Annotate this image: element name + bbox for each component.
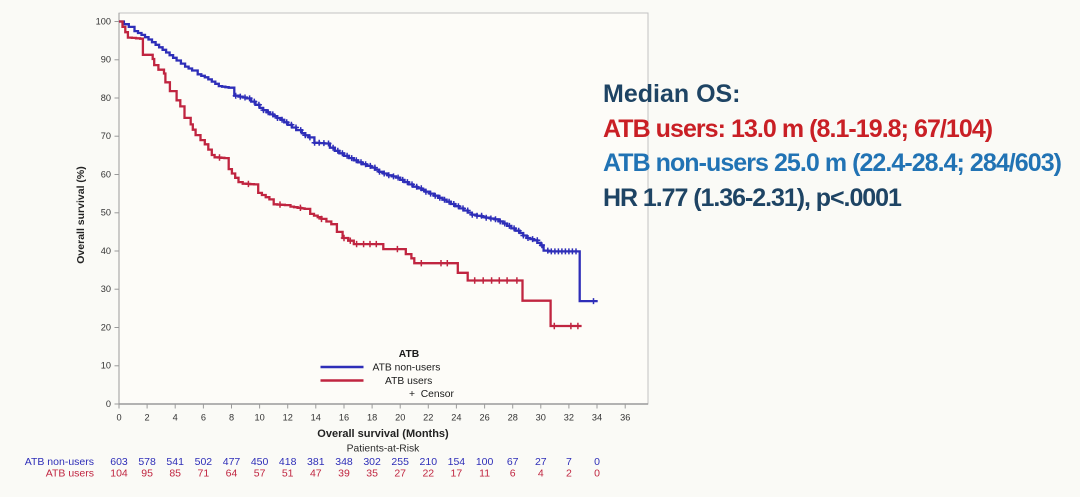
svg-text:24: 24 — [451, 413, 461, 423]
svg-text:603: 603 — [110, 456, 128, 468]
svg-text:95: 95 — [141, 468, 153, 480]
svg-text:ATB users: ATB users — [385, 376, 432, 387]
svg-text:541: 541 — [166, 456, 184, 468]
svg-text:90: 90 — [101, 55, 111, 65]
svg-text:ATB non-users: ATB non-users — [25, 456, 94, 468]
svg-text:22: 22 — [423, 413, 433, 423]
svg-text:27: 27 — [535, 456, 547, 468]
svg-text:20: 20 — [101, 322, 111, 332]
svg-text:302: 302 — [363, 456, 381, 468]
svg-text:0: 0 — [594, 456, 600, 468]
svg-text:67: 67 — [507, 456, 519, 468]
svg-text:70: 70 — [101, 131, 111, 141]
svg-text:7: 7 — [566, 456, 572, 468]
svg-text:+ Censor: + Censor — [409, 389, 454, 400]
svg-text:28: 28 — [508, 413, 518, 423]
svg-text:11: 11 — [479, 468, 490, 480]
svg-text:36: 36 — [620, 413, 630, 423]
svg-text:100: 100 — [96, 16, 111, 26]
svg-text:39: 39 — [338, 468, 350, 480]
svg-text:4: 4 — [538, 468, 544, 480]
svg-text:80: 80 — [101, 93, 111, 103]
svg-text:100: 100 — [476, 456, 494, 468]
svg-text:10: 10 — [254, 413, 264, 423]
svg-text:450: 450 — [251, 456, 269, 468]
svg-text:Patients-at-Risk: Patients-at-Risk — [347, 444, 421, 455]
svg-text:12: 12 — [283, 413, 293, 423]
svg-text:27: 27 — [394, 468, 406, 480]
svg-text:32: 32 — [564, 413, 574, 423]
svg-text:34: 34 — [592, 413, 602, 423]
svg-text:6: 6 — [510, 468, 516, 480]
svg-text:ATB non-users: ATB non-users — [373, 363, 441, 374]
svg-text:2: 2 — [566, 468, 572, 480]
svg-text:502: 502 — [195, 456, 213, 468]
svg-text:40: 40 — [101, 246, 111, 256]
svg-text:10: 10 — [101, 361, 111, 371]
svg-text:35: 35 — [366, 468, 378, 480]
svg-text:18: 18 — [367, 413, 377, 423]
svg-text:0: 0 — [594, 468, 600, 480]
svg-text:57: 57 — [254, 468, 266, 480]
svg-text:477: 477 — [223, 456, 241, 468]
svg-text:30: 30 — [101, 284, 111, 294]
svg-text:4: 4 — [173, 413, 178, 423]
svg-text:ATB: ATB — [399, 349, 419, 360]
svg-text:6: 6 — [201, 413, 206, 423]
svg-text:104: 104 — [110, 468, 128, 480]
svg-text:255: 255 — [391, 456, 409, 468]
svg-text:0: 0 — [106, 399, 111, 409]
svg-text:60: 60 — [101, 169, 111, 179]
svg-text:64: 64 — [226, 468, 238, 480]
svg-text:16: 16 — [339, 413, 349, 423]
svg-text:Overall survival (Months): Overall survival (Months) — [317, 428, 449, 440]
svg-text:154: 154 — [448, 456, 466, 468]
svg-text:85: 85 — [169, 468, 181, 480]
svg-text:20: 20 — [395, 413, 405, 423]
svg-text:ATB users: ATB users — [46, 468, 94, 480]
svg-text:30: 30 — [536, 413, 546, 423]
svg-text:2: 2 — [145, 413, 150, 423]
svg-text:26: 26 — [479, 413, 489, 423]
svg-text:Overall survival (%): Overall survival (%) — [75, 166, 87, 263]
svg-text:8: 8 — [229, 413, 234, 423]
svg-text:348: 348 — [335, 456, 353, 468]
svg-text:210: 210 — [420, 456, 438, 468]
svg-text:17: 17 — [451, 468, 463, 480]
svg-text:71: 71 — [198, 468, 210, 480]
svg-text:51: 51 — [282, 468, 294, 480]
svg-text:47: 47 — [310, 468, 322, 480]
svg-text:418: 418 — [279, 456, 297, 468]
svg-text:22: 22 — [422, 468, 434, 480]
svg-text:578: 578 — [138, 456, 156, 468]
svg-text:0: 0 — [116, 413, 121, 423]
svg-text:50: 50 — [101, 208, 111, 218]
svg-text:381: 381 — [307, 456, 325, 468]
svg-text:14: 14 — [311, 413, 321, 423]
